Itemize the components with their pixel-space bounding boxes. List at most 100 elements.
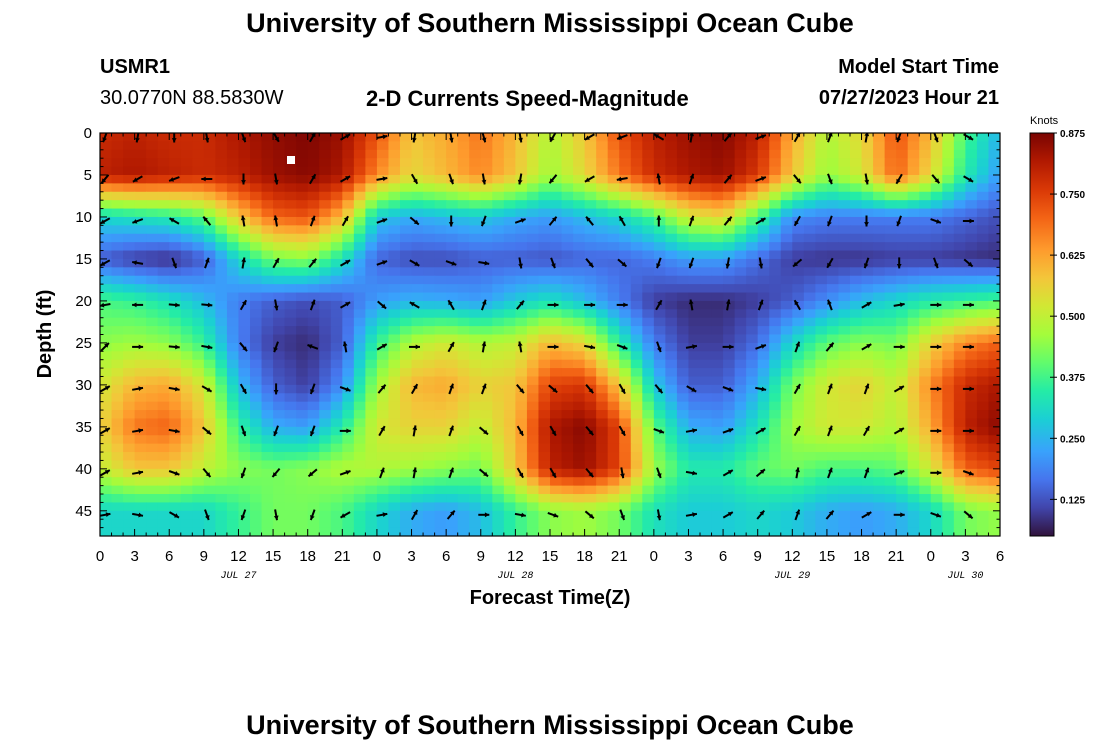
- heatmap-cell: [400, 317, 413, 327]
- heatmap-cell: [642, 183, 655, 193]
- heatmap-cell: [630, 410, 643, 420]
- x-tick-label: 12: [507, 548, 524, 565]
- heatmap-cell: [319, 216, 332, 226]
- heatmap-cell: [284, 208, 297, 218]
- heatmap-cell: [273, 510, 286, 520]
- heatmap-cell: [538, 216, 551, 226]
- heatmap-cell: [400, 418, 413, 428]
- heatmap-cell: [226, 258, 240, 268]
- heatmap-cell: [480, 191, 493, 201]
- heatmap-cell: [630, 216, 643, 226]
- heatmap-cell: [653, 502, 666, 512]
- heatmap-cell: [238, 141, 251, 151]
- heatmap-cell: [365, 250, 378, 260]
- heatmap-cell: [873, 510, 886, 520]
- heatmap-cell: [180, 342, 193, 352]
- heatmap-cell: [803, 317, 816, 327]
- heatmap-cell: [192, 485, 205, 495]
- heatmap-cell: [942, 250, 955, 260]
- heatmap-cell: [538, 477, 551, 487]
- heatmap-cell: [146, 267, 159, 277]
- heatmap-cell: [515, 317, 528, 327]
- current-arrow: [794, 341, 801, 353]
- heatmap-cell: [330, 200, 343, 210]
- heatmap-cell: [676, 519, 690, 529]
- heatmap-cell: [365, 191, 378, 201]
- heatmap-cell: [953, 401, 966, 411]
- heatmap-cell: [942, 494, 955, 504]
- heatmap-cell: [953, 334, 966, 344]
- heatmap-cell: [561, 149, 574, 159]
- heatmap-cell: [653, 149, 666, 159]
- heatmap-cell: [480, 351, 493, 361]
- heatmap-cell: [561, 292, 574, 302]
- heatmap-cell: [573, 191, 586, 201]
- heatmap-cell: [134, 250, 147, 260]
- heatmap-cell: [515, 485, 528, 495]
- heatmap-cell: [953, 133, 966, 142]
- heatmap-cell: [157, 258, 170, 268]
- heatmap-cell: [676, 258, 690, 268]
- heatmap-cell: [573, 468, 586, 478]
- heatmap-cell: [988, 233, 1000, 243]
- heatmap-cell: [330, 485, 343, 495]
- heatmap-cell: [353, 477, 366, 487]
- heatmap-cell: [942, 401, 955, 411]
- heatmap-cell: [446, 376, 459, 386]
- heatmap-cell: [111, 376, 124, 386]
- heatmap-cell: [273, 133, 286, 142]
- heatmap-cell: [169, 443, 182, 453]
- heatmap-cell: [561, 317, 574, 327]
- current-arrow: [445, 260, 457, 266]
- current-arrow: [273, 341, 279, 353]
- current-arrow: [825, 509, 835, 520]
- heatmap-cell: [319, 426, 332, 436]
- heatmap-cell: [296, 376, 309, 386]
- heatmap-cell: [307, 275, 320, 285]
- heatmap-cell: [146, 342, 159, 352]
- heatmap-cell: [238, 183, 251, 193]
- heatmap-cell: [907, 174, 920, 184]
- heatmap-cell: [411, 435, 424, 445]
- heatmap-cell: [573, 443, 586, 453]
- heatmap-cell: [250, 216, 263, 226]
- heatmap-cell: [953, 309, 966, 319]
- heatmap-cell: [319, 334, 332, 344]
- heatmap-cell: [353, 208, 366, 218]
- heatmap-cell: [700, 477, 713, 487]
- heatmap-cell: [123, 351, 136, 361]
- heatmap-cell: [492, 258, 505, 268]
- heatmap-cell: [815, 183, 828, 193]
- heatmap-cell: [988, 443, 1000, 453]
- heatmap-cell: [123, 477, 136, 487]
- heatmap-cell: [376, 468, 390, 478]
- heatmap-cell: [238, 284, 251, 294]
- heatmap-cell: [134, 393, 147, 403]
- heatmap-cell: [238, 368, 251, 378]
- heatmap-cell: [919, 267, 932, 277]
- heatmap-cell: [803, 384, 816, 394]
- heatmap-cell: [192, 443, 205, 453]
- heatmap-cell: [330, 309, 343, 319]
- heatmap-cell: [296, 133, 309, 142]
- current-arrow: [309, 173, 317, 185]
- heatmap-cell: [861, 485, 874, 495]
- heatmap-cell: [353, 527, 366, 536]
- heatmap-cell: [573, 250, 586, 260]
- current-arrow: [517, 341, 523, 353]
- heatmap-cell: [723, 485, 736, 495]
- heatmap-cell: [400, 183, 413, 193]
- heatmap-cell: [457, 426, 470, 436]
- heatmap-cell: [573, 435, 586, 445]
- heatmap-cell: [953, 284, 966, 294]
- heatmap-cell: [896, 200, 909, 210]
- heatmap-cell: [850, 426, 863, 436]
- heatmap-cell: [550, 233, 563, 243]
- heatmap-cell: [526, 527, 540, 536]
- heatmap-cell: [215, 494, 228, 504]
- heatmap-cell: [515, 435, 528, 445]
- heatmap-cell: [884, 158, 897, 168]
- heatmap-cell: [307, 208, 320, 218]
- heatmap-cell: [919, 166, 932, 176]
- heatmap-cell: [688, 401, 701, 411]
